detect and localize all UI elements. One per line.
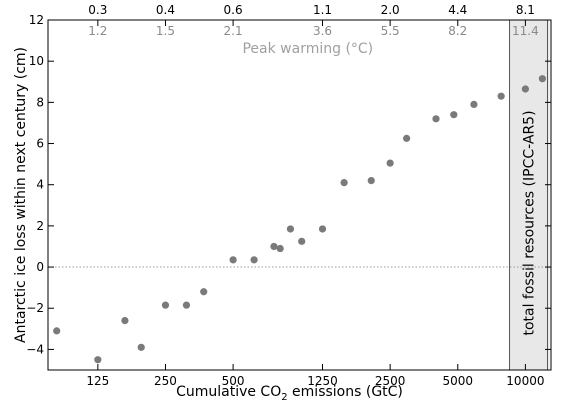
data-point bbox=[161, 301, 170, 309]
y-tick-label: 2 bbox=[36, 219, 44, 233]
plot-frame bbox=[47, 19, 552, 371]
y-tick-label: 12 bbox=[29, 13, 44, 27]
peak-warming-title: Peak warming (°C) bbox=[242, 41, 373, 57]
top-tick-label-upper: 1.1 bbox=[313, 3, 332, 17]
data-point bbox=[94, 356, 102, 364]
data-point bbox=[386, 159, 394, 167]
data-point bbox=[318, 225, 327, 233]
data-point bbox=[200, 288, 208, 296]
x-tick-label: 1250 bbox=[307, 374, 338, 388]
y-tick-label: 10 bbox=[29, 54, 44, 68]
top-tick-label-upper: 4.4 bbox=[448, 3, 467, 17]
data-point bbox=[229, 256, 237, 264]
top-axis-ticks: 0.3 1.2 0.4 1.5 0.6 2.1 1.1 3.6 2.0 5.5 4.4 8.2 8.1 1… bbox=[88, 3, 538, 38]
data-point bbox=[270, 242, 278, 251]
top-tick-label-lower: 11.4 bbox=[512, 24, 539, 38]
y-tick-label: −4 bbox=[26, 342, 44, 356]
top-tick-label-lower: 3.6 bbox=[313, 24, 332, 38]
data-point bbox=[367, 176, 375, 185]
top-tick-label-lower: 1.5 bbox=[156, 24, 175, 38]
data-point bbox=[298, 237, 306, 245]
top-tick-label-lower: 5.5 bbox=[381, 24, 400, 38]
top-tick-label-upper: 8.1 bbox=[516, 3, 535, 17]
x-tick-label: 10000 bbox=[506, 374, 544, 388]
data-point bbox=[470, 100, 478, 109]
data-point bbox=[538, 75, 546, 83]
y-tick-label: −2 bbox=[26, 301, 44, 315]
top-tick-label-upper: 0.3 bbox=[88, 3, 107, 17]
y-tick-label: 8 bbox=[36, 95, 44, 109]
data-point bbox=[137, 343, 145, 351]
x-axis-ticks: 125 250 500 1250 2500 5000 10000 bbox=[86, 364, 544, 388]
data-point bbox=[497, 92, 505, 100]
data-point bbox=[450, 111, 458, 119]
data-point bbox=[53, 327, 61, 335]
data-point bbox=[340, 179, 348, 187]
top-tick-label-upper: 0.6 bbox=[224, 3, 243, 17]
data-points bbox=[53, 75, 546, 364]
data-point bbox=[276, 244, 284, 253]
x-tick-label: 125 bbox=[86, 374, 109, 388]
x-tick-label: 500 bbox=[222, 374, 245, 388]
y-axis-label: Antarctic ice loss within next century (… bbox=[13, 47, 29, 343]
data-point bbox=[250, 256, 258, 264]
y-tick-label: 0 bbox=[36, 260, 44, 274]
x-tick-label: 2500 bbox=[375, 374, 406, 388]
data-point bbox=[121, 316, 129, 325]
x-axis-label: Cumulative CO2 emissions (GtC) bbox=[176, 384, 403, 403]
top-tick-label-lower: 8.2 bbox=[448, 24, 467, 38]
y-tick-label: 6 bbox=[36, 137, 44, 151]
x-tick-label: 5000 bbox=[442, 374, 473, 388]
x-tick-label: 250 bbox=[154, 374, 177, 388]
data-point bbox=[432, 115, 440, 123]
top-tick-label-upper: 0.4 bbox=[156, 3, 175, 17]
data-point bbox=[182, 301, 191, 309]
data-point bbox=[286, 225, 295, 233]
data-point bbox=[403, 134, 411, 142]
y-axis-ticks: −4 −2 0 2 4 6 8 10 12 bbox=[26, 13, 551, 356]
top-tick-label-lower: 1.2 bbox=[88, 24, 107, 38]
fossil-resources-label: total fossil resources (IPCC-AR5) bbox=[522, 110, 538, 335]
top-tick-label-upper: 2.0 bbox=[381, 3, 400, 17]
top-tick-label-lower: 2.1 bbox=[224, 24, 243, 38]
y-tick-label: 4 bbox=[36, 178, 44, 192]
data-point bbox=[521, 85, 530, 93]
